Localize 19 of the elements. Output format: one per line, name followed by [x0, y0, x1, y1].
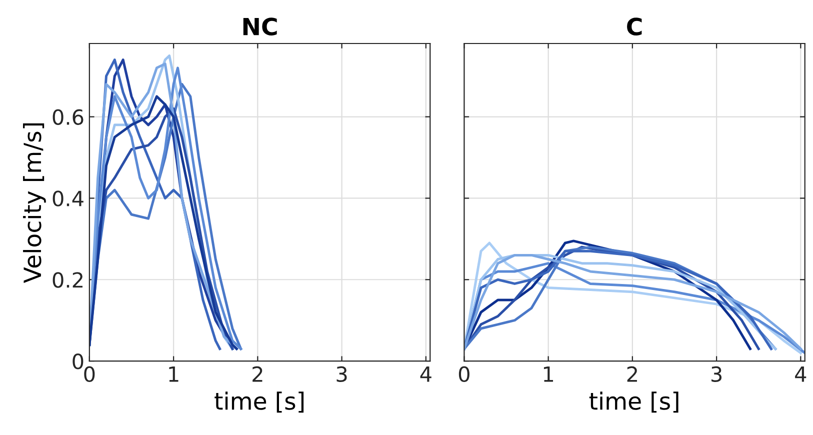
x-axis-title: time [s]: [589, 392, 678, 413]
y-axis-title: Velocity [m/s]: [23, 123, 46, 283]
x-tick-label: 0: [458, 366, 470, 382]
chart-title: C: [627, 18, 642, 36]
x-tick-label: 3: [712, 366, 722, 382]
chart-title: NC: [243, 18, 277, 36]
x-tick-label: 4: [420, 366, 432, 382]
x-tick-label: 3: [336, 366, 347, 382]
x-tick-label: 0: [84, 366, 95, 382]
y-tick-label: 0.2: [52, 272, 82, 288]
x-tick-label: 1: [169, 366, 178, 382]
x-tick-label: 2: [627, 366, 637, 382]
x-axis-title: time [s]: [214, 392, 304, 413]
x-tick-label: 2: [252, 366, 262, 382]
y-tick-label: 0.4: [52, 190, 84, 206]
y-tick-label: 0.6: [52, 109, 84, 125]
y-tick-label: 0: [72, 354, 84, 370]
x-tick-label: 4: [795, 366, 806, 382]
x-tick-label: 1: [544, 366, 554, 382]
